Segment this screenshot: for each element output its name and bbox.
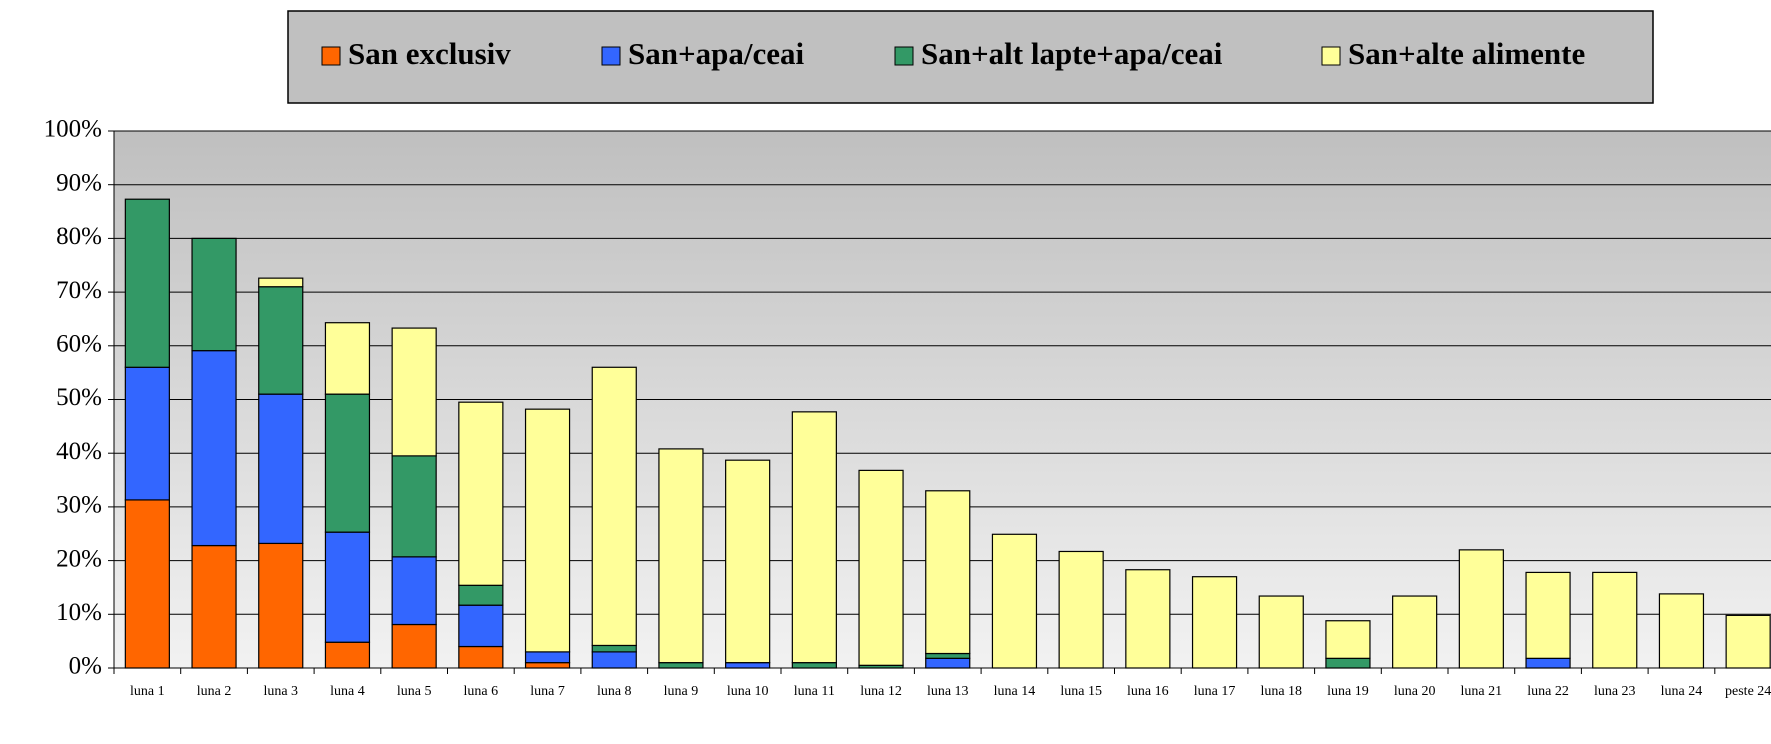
y-tick-label: 80% xyxy=(56,223,102,250)
bar-segment xyxy=(1525,657,1571,669)
bar-segment xyxy=(658,448,704,664)
bar-segment xyxy=(1592,571,1638,669)
bar-segment xyxy=(191,350,237,547)
legend-box xyxy=(287,10,1654,104)
x-tick-label: luna 19 xyxy=(1327,684,1369,699)
bar-segment xyxy=(1658,593,1705,669)
bar-segment xyxy=(925,490,971,655)
legend-swatch xyxy=(1321,46,1341,66)
legend-label: San+alte alimente xyxy=(1348,36,1585,71)
bar-segment xyxy=(324,322,371,395)
x-tick-label: luna 1 xyxy=(130,684,165,699)
bar-segment xyxy=(925,657,971,669)
bar-segment xyxy=(191,237,237,352)
x-tick-label: peste 24 xyxy=(1725,684,1771,699)
x-tick-label: luna 16 xyxy=(1127,684,1169,699)
x-tick-label: luna 7 xyxy=(530,684,565,699)
bar-segment xyxy=(391,455,437,558)
y-tick-label: 100% xyxy=(44,116,102,143)
x-tick-label: luna 23 xyxy=(1594,684,1636,699)
legend-label: San+alt lapte+apa/ceai xyxy=(921,36,1223,71)
bar-segment xyxy=(524,651,571,664)
bar-segment xyxy=(391,327,437,457)
y-tick-label: 70% xyxy=(56,277,102,304)
y-tick-label: 20% xyxy=(56,545,102,572)
bar-segment xyxy=(591,644,637,653)
bar-segment xyxy=(925,652,971,659)
legend-label: San+apa/ceai xyxy=(628,36,805,71)
bar-segment xyxy=(1725,614,1771,669)
y-tick-label: 60% xyxy=(56,331,102,358)
y-tick-label: 10% xyxy=(56,599,102,626)
bar-segment xyxy=(458,645,504,669)
bar-segment xyxy=(391,623,437,669)
bar-segment xyxy=(1058,550,1104,669)
x-tick-label: luna 17 xyxy=(1194,684,1236,699)
legend-label: San exclusiv xyxy=(348,36,511,71)
y-tick-label: 0% xyxy=(69,653,102,680)
bar-segment xyxy=(324,393,371,533)
x-tick-label: luna 11 xyxy=(794,684,835,699)
x-tick-label: luna 3 xyxy=(263,684,298,699)
x-tick-label: luna 15 xyxy=(1060,684,1102,699)
bar-segment xyxy=(458,604,504,648)
bar-segment xyxy=(258,286,304,395)
x-tick-label: luna 18 xyxy=(1260,684,1302,699)
x-tick-label: luna 12 xyxy=(860,684,902,699)
x-tick-label: luna 14 xyxy=(994,684,1036,699)
x-tick-label: luna 8 xyxy=(597,684,632,699)
bar-segment xyxy=(591,366,637,647)
bar-segment xyxy=(524,408,571,653)
y-tick-label: 50% xyxy=(56,384,102,411)
y-tick-label: 40% xyxy=(56,438,102,465)
bar-segment xyxy=(458,584,504,606)
bar-segment xyxy=(1325,657,1371,669)
x-tick-label: luna 2 xyxy=(197,684,232,699)
bar-segment xyxy=(858,469,904,666)
bar-segment xyxy=(124,198,170,368)
x-tick-label: luna 10 xyxy=(727,684,769,699)
bar-segment xyxy=(391,556,437,626)
bar-segment xyxy=(258,277,304,288)
legend-swatch xyxy=(894,46,914,66)
bar-segment xyxy=(124,366,170,501)
bar-segment xyxy=(725,459,771,664)
y-tick-label: 90% xyxy=(56,169,102,196)
y-tick-label: 30% xyxy=(56,492,102,519)
bar-segment xyxy=(458,401,504,586)
x-tick-label: luna 9 xyxy=(664,684,699,699)
x-tick-label: luna 21 xyxy=(1461,684,1503,699)
bar-segment xyxy=(591,651,637,669)
bar-segment xyxy=(791,662,837,669)
bar-segment xyxy=(1458,549,1504,669)
bar-segment xyxy=(791,411,837,664)
legend-swatch xyxy=(321,46,341,66)
bar-segment xyxy=(258,393,304,545)
x-tick-label: luna 24 xyxy=(1661,684,1703,699)
bar-segment xyxy=(191,544,237,669)
bar-segment xyxy=(658,662,704,669)
bar-segment xyxy=(258,542,304,669)
x-tick-label: luna 5 xyxy=(397,684,432,699)
bar-segment xyxy=(1392,595,1438,669)
bar-segment xyxy=(324,641,371,669)
bar-segment xyxy=(124,499,170,669)
x-tick-label: luna 22 xyxy=(1527,684,1569,699)
bar-segment xyxy=(1191,576,1238,669)
bar-segment xyxy=(324,531,371,643)
bar-segment xyxy=(725,662,771,669)
x-tick-label: luna 20 xyxy=(1394,684,1436,699)
bar-segment xyxy=(1525,571,1571,659)
bar-segment xyxy=(991,533,1038,669)
bar-segment xyxy=(1325,620,1371,659)
bar-segment xyxy=(524,662,571,669)
x-tick-label: luna 6 xyxy=(464,684,499,699)
x-tick-label: luna 4 xyxy=(330,684,365,699)
x-tick-label: luna 13 xyxy=(927,684,969,699)
bar-segment xyxy=(1125,569,1171,669)
legend-swatch xyxy=(601,46,621,66)
bar-segment xyxy=(1258,595,1304,669)
